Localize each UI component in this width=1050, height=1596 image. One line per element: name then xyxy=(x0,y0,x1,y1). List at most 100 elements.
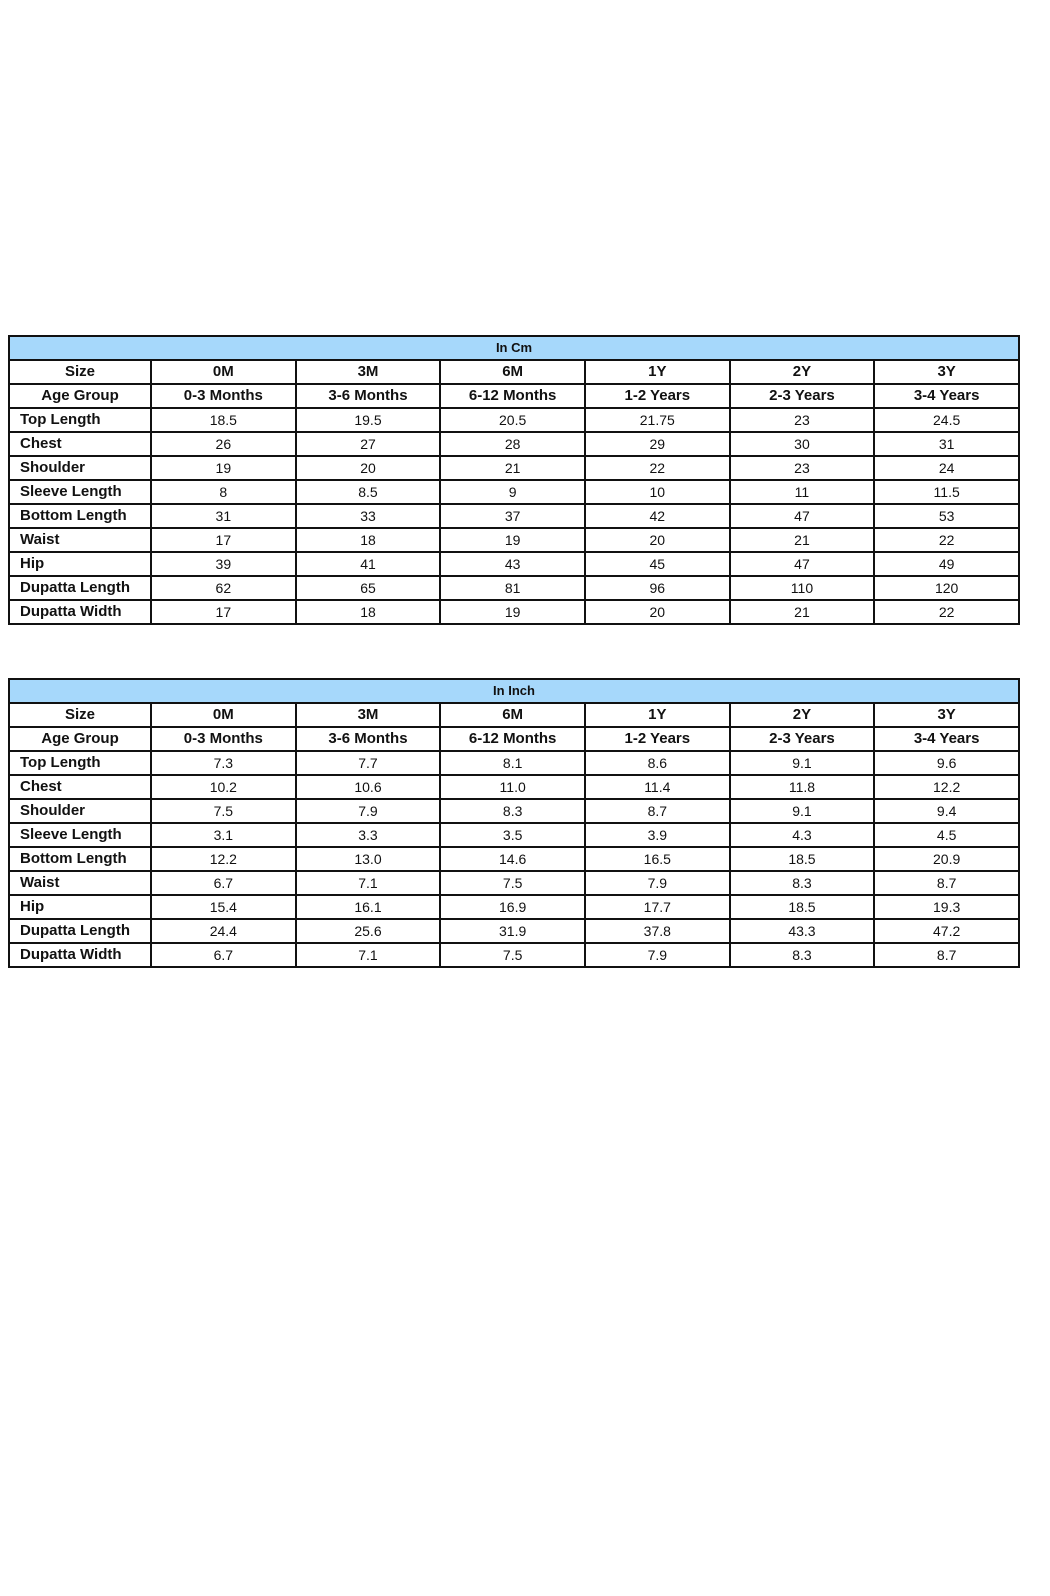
table-cell: 27 xyxy=(294,431,442,457)
table-cell: 22 xyxy=(873,527,1020,553)
table-cell: 8.7 xyxy=(873,870,1020,896)
table-cell: 19.3 xyxy=(873,894,1020,920)
table-cell: 3-6 Months xyxy=(294,726,442,752)
table-cell: 8.3 xyxy=(439,798,586,824)
table-cell: 20 xyxy=(583,599,731,625)
table-cell: 7.5 xyxy=(150,798,297,824)
table-cell: 7.9 xyxy=(583,870,731,896)
table-cell: 2-3 Years xyxy=(728,726,876,752)
table-cell: 8.1 xyxy=(439,750,586,776)
row-label: Sleeve Length xyxy=(8,479,152,505)
table-cell: 37 xyxy=(439,503,586,529)
table-cell: 3-6 Months xyxy=(294,383,442,409)
table-title-row: In Inch xyxy=(8,678,1020,704)
row-label: Age Group xyxy=(8,726,152,752)
table-cell: 7.9 xyxy=(583,942,731,968)
table-cell: 31 xyxy=(150,503,297,529)
row-label: Size xyxy=(8,359,152,385)
table-cell: 39 xyxy=(150,551,297,577)
table-row: Shoulder 7.5 7.9 8.3 8.7 9.1 9.4 xyxy=(8,798,1020,824)
table-row: Sleeve Length 3.1 3.3 3.5 3.9 4.3 4.5 xyxy=(8,822,1020,848)
age-group-header-row: Age Group 0-3 Months 3-6 Months 6-12 Months… xyxy=(8,383,1020,409)
table-cell: 9.6 xyxy=(873,750,1020,776)
table-cell: 11.0 xyxy=(439,774,586,800)
table-cell: 3.1 xyxy=(150,822,297,848)
table-cell: 3.5 xyxy=(439,822,586,848)
table-cell: 96 xyxy=(583,575,731,601)
table-row: Waist 17 18 19 20 21 22 xyxy=(8,527,1020,553)
table-cell: 6M xyxy=(439,359,586,385)
table-cell: 29 xyxy=(583,431,731,457)
table-title: In Inch xyxy=(8,678,1020,704)
row-label: Dupatta Length xyxy=(8,575,152,601)
row-label: Top Length xyxy=(8,407,152,433)
table-row: Hip 39 41 43 45 47 49 xyxy=(8,551,1020,577)
table-cell: 0M xyxy=(150,702,297,728)
table-cell: 31.9 xyxy=(439,918,586,944)
table-cell: 19 xyxy=(439,527,586,553)
table-cell: 20 xyxy=(294,455,442,481)
table-cell: 18 xyxy=(294,599,442,625)
table-cell: 11.8 xyxy=(728,774,876,800)
table-cell: 81 xyxy=(439,575,586,601)
row-label: Waist xyxy=(8,870,152,896)
table-row: Bottom Length 31 33 37 42 47 53 xyxy=(8,503,1020,529)
row-label: Hip xyxy=(8,551,152,577)
table-cell: 13.0 xyxy=(294,846,442,872)
table-cell: 21 xyxy=(439,455,586,481)
table-cell: 45 xyxy=(583,551,731,577)
table-row: Shoulder 19 20 21 22 23 24 xyxy=(8,455,1020,481)
table-row: Sleeve Length 8 8.5 9 10 11 11.5 xyxy=(8,479,1020,505)
table-cell: 20.5 xyxy=(439,407,586,433)
table-cell: 3M xyxy=(294,359,442,385)
table-cell: 8 xyxy=(150,479,297,505)
row-label: Dupatta Width xyxy=(8,942,152,968)
table-cell: 8.7 xyxy=(583,798,731,824)
table-cell: 28 xyxy=(439,431,586,457)
table-cell: 19 xyxy=(439,599,586,625)
table-cell: 18 xyxy=(294,527,442,553)
table-cell: 3.9 xyxy=(583,822,731,848)
table-cell: 37.8 xyxy=(583,918,731,944)
table-cell: 8.7 xyxy=(873,942,1020,968)
table-cell: 1Y xyxy=(583,359,731,385)
table-cell: 7.7 xyxy=(294,750,442,776)
table-cell: 15.4 xyxy=(150,894,297,920)
table-row: Chest 10.2 10.6 11.0 11.4 11.8 12.2 xyxy=(8,774,1020,800)
table-cell: 2Y xyxy=(728,359,876,385)
table-cell: 11 xyxy=(728,479,876,505)
table-cell: 1-2 Years xyxy=(583,383,731,409)
table-cell: 3-4 Years xyxy=(873,383,1020,409)
row-label: Age Group xyxy=(8,383,152,409)
size-chart-cm-table: In Cm Size 0M 3M 6M 1Y 2Y 3Y Age Group 0-3 Months… xyxy=(8,335,1020,625)
row-label: Chest xyxy=(8,774,152,800)
table-cell: 6-12 Months xyxy=(439,383,586,409)
table-cell: 17 xyxy=(150,599,297,625)
table-row: Dupatta Width 17 18 19 20 21 22 xyxy=(8,599,1020,625)
table-cell: 22 xyxy=(873,599,1020,625)
age-group-header-row: Age Group 0-3 Months 3-6 Months 6-12 Months… xyxy=(8,726,1020,752)
table-cell: 18.5 xyxy=(150,407,297,433)
size-chart-inch-table: In Inch Size 0M 3M 6M 1Y 2Y 3Y Age Group 0-3 Mont… xyxy=(8,678,1020,968)
table-cell: 23 xyxy=(728,407,876,433)
table-cell: 10 xyxy=(583,479,731,505)
table-cell: 3-4 Years xyxy=(873,726,1020,752)
row-label: Sleeve Length xyxy=(8,822,152,848)
table-title: In Cm xyxy=(8,335,1020,361)
table-cell: 16.1 xyxy=(294,894,442,920)
table-cell: 6.7 xyxy=(150,942,297,968)
table-cell: 120 xyxy=(873,575,1020,601)
table-cell: 47.2 xyxy=(873,918,1020,944)
table-cell: 9.1 xyxy=(728,750,876,776)
table-cell: 7.1 xyxy=(294,942,442,968)
table-cell: 65 xyxy=(294,575,442,601)
table-cell: 14.6 xyxy=(439,846,586,872)
table-row: Dupatta Length 62 65 81 96 110 120 xyxy=(8,575,1020,601)
row-label: Chest xyxy=(8,431,152,457)
row-label: Top Length xyxy=(8,750,152,776)
table-row: Chest 26 27 28 29 30 31 xyxy=(8,431,1020,457)
table-cell: 7.9 xyxy=(294,798,442,824)
table-cell: 11.4 xyxy=(583,774,731,800)
table-cell: 19 xyxy=(150,455,297,481)
table-cell: 16.9 xyxy=(439,894,586,920)
